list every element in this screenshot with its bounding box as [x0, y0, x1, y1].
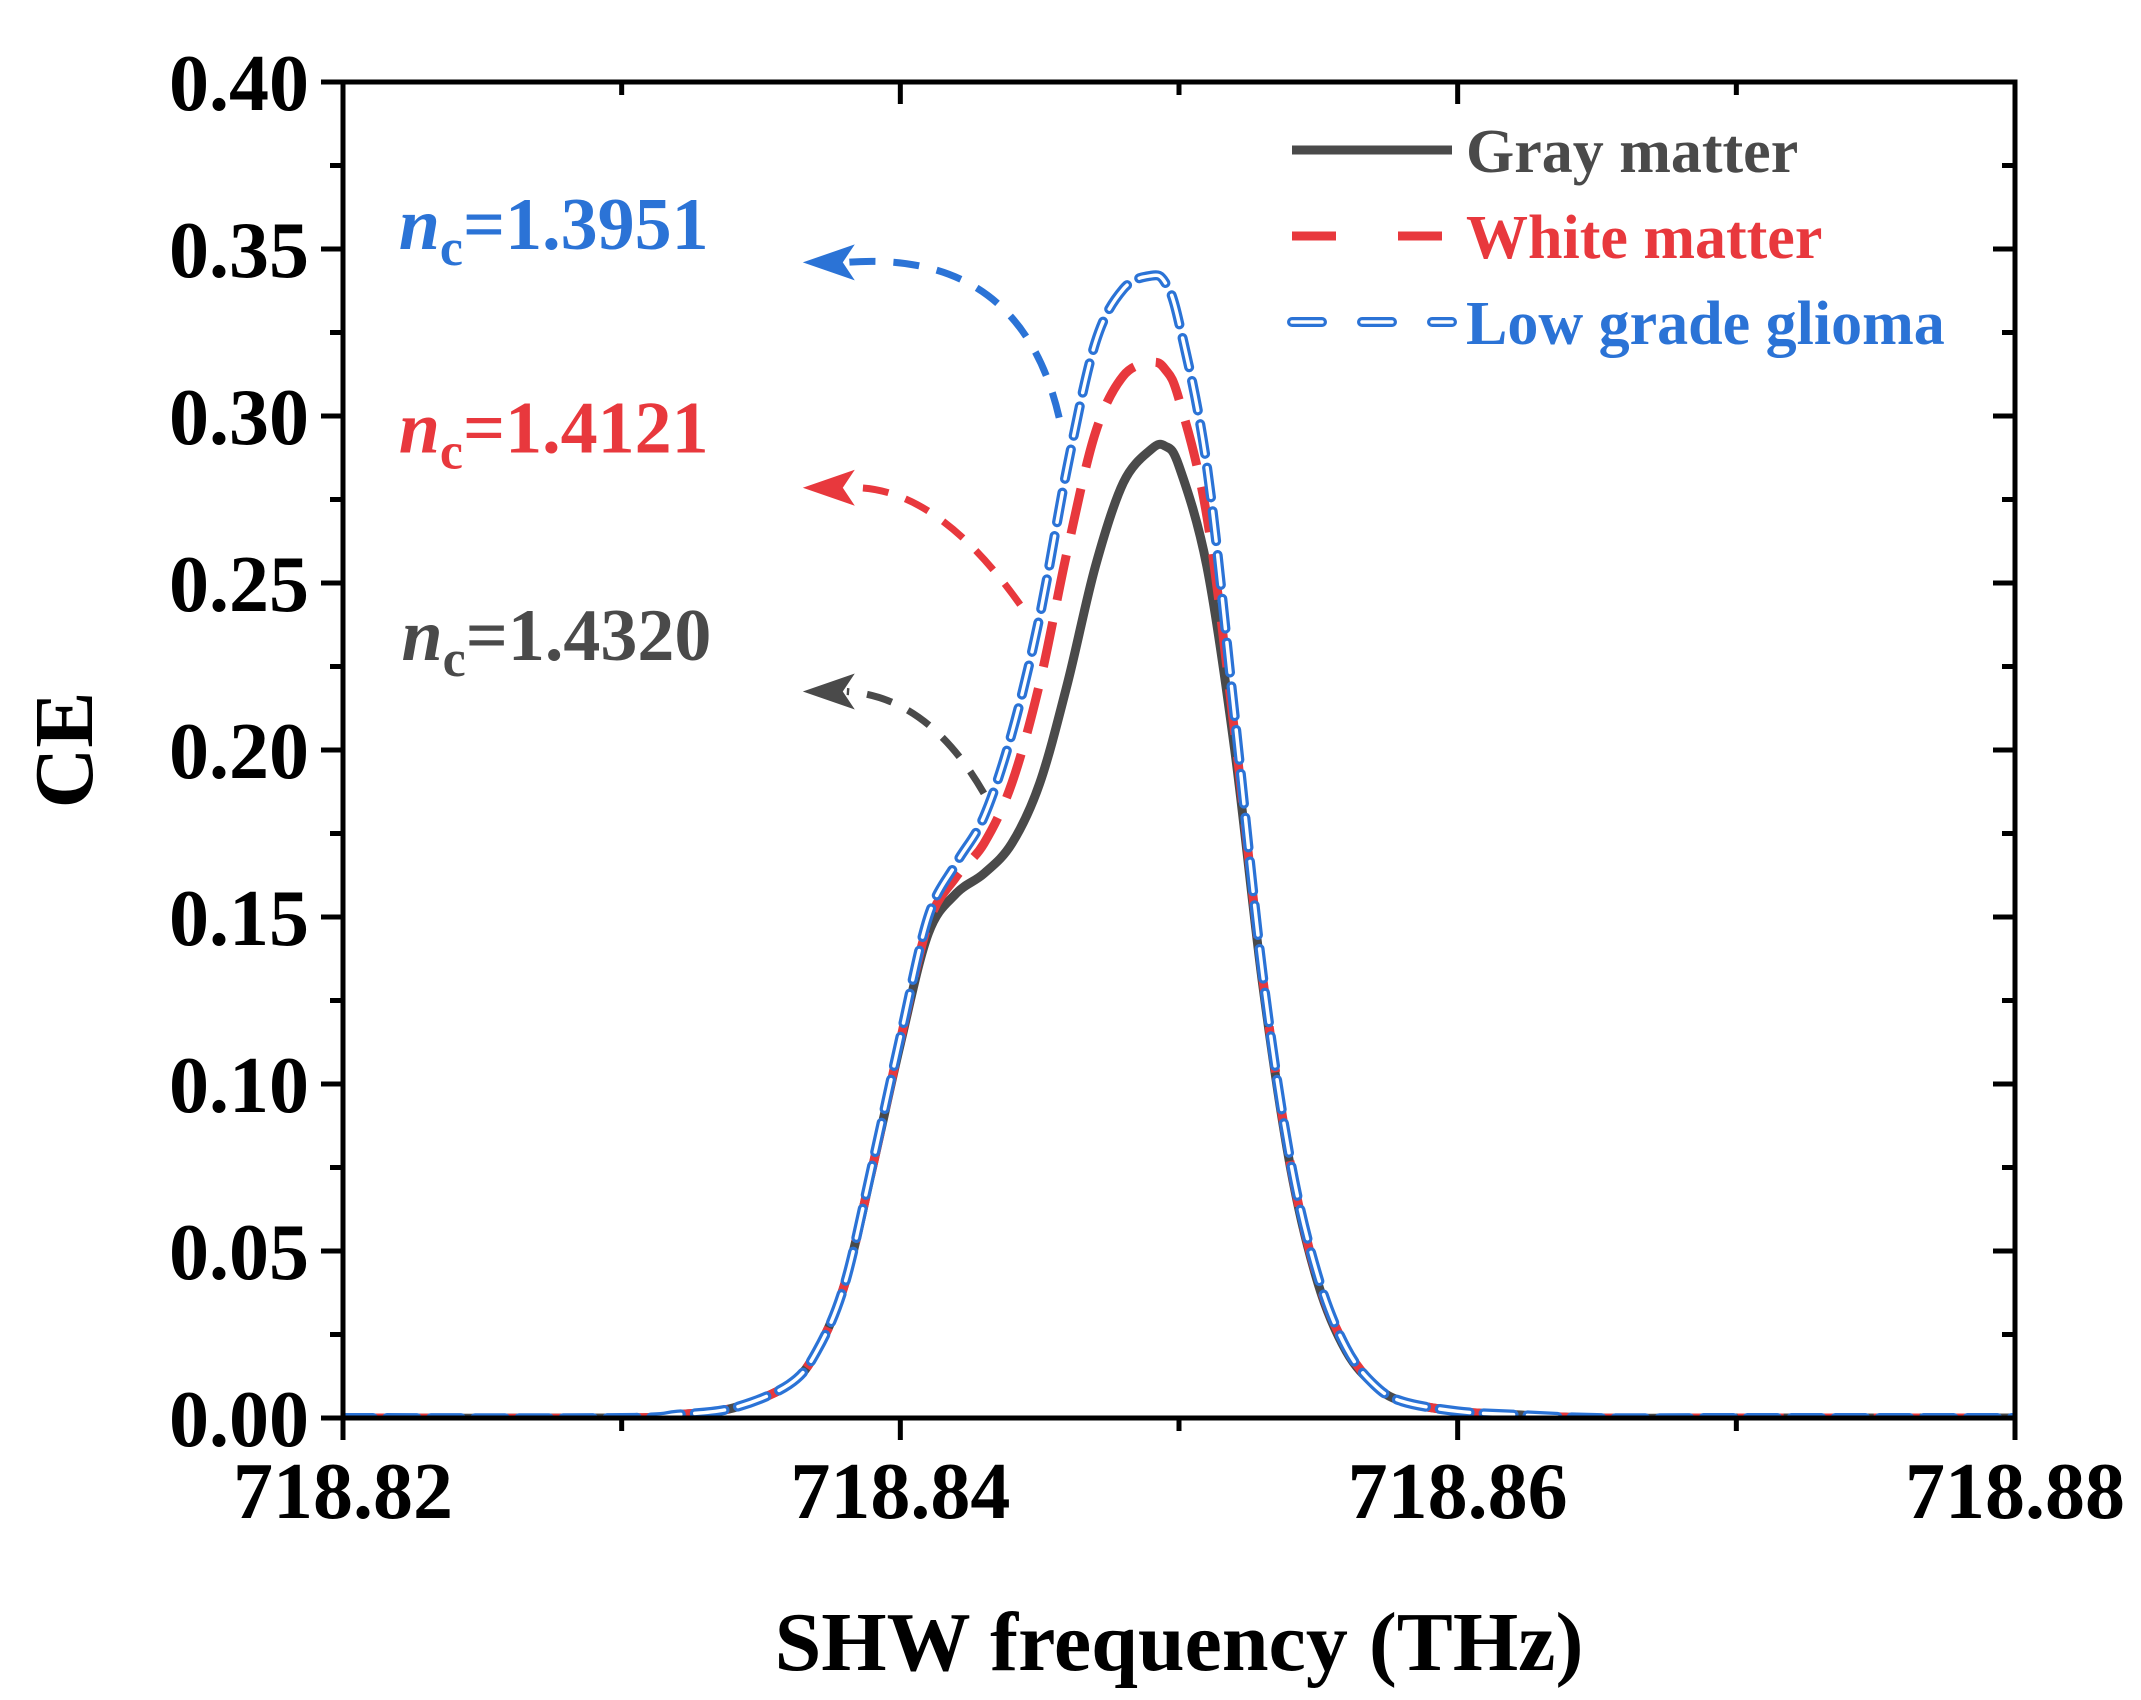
annotation-arrowhead — [802, 673, 855, 710]
y-tick-label: 0.20 — [169, 708, 309, 796]
y-tick-label: 0.25 — [169, 541, 309, 629]
y-tick-label: 0.40 — [169, 40, 309, 128]
x-tick-label: 718.88 — [1905, 1448, 2125, 1536]
y-tick-label: 0.35 — [169, 207, 309, 295]
x-tick-label: 718.86 — [1348, 1448, 1568, 1536]
annotation-label: nc=1.4121 — [399, 388, 709, 481]
legend-label-gray-matter: Gray matter — [1466, 118, 1798, 186]
x-tick-label: 718.84 — [790, 1448, 1010, 1536]
series-line-gray-matter — [343, 439, 2015, 1418]
annotation-arrowhead — [802, 469, 855, 506]
annotation-label: nc=1.3951 — [399, 184, 709, 277]
x-axis-title: SHW frequency (THz) — [775, 1596, 1584, 1689]
annotation-arrow-line — [846, 484, 1024, 607]
y-tick-label: 0.00 — [169, 1376, 309, 1464]
x-tick-label: 718.82 — [233, 1448, 453, 1536]
series-line-inner-low-grade-glioma — [343, 273, 2015, 1418]
annotation-label: nc=1.4320 — [402, 595, 712, 688]
y-tick-label: 0.15 — [169, 875, 309, 963]
annotation-arrow-line — [846, 688, 987, 796]
legend-label-white-matter: White matter — [1466, 204, 1822, 272]
y-tick-label: 0.10 — [169, 1042, 309, 1130]
y-axis-title: CE — [18, 692, 111, 809]
annotation-arrow-line — [846, 257, 1063, 419]
annotation-arrowhead — [802, 244, 855, 281]
plot-frame — [340, 79, 2018, 1421]
y-tick-label: 0.05 — [169, 1209, 309, 1297]
y-tick-label: 0.30 — [169, 374, 309, 462]
legend-label-low-grade-glioma: Low grade glioma — [1466, 290, 1945, 358]
series-line-white-matter — [343, 357, 2015, 1418]
